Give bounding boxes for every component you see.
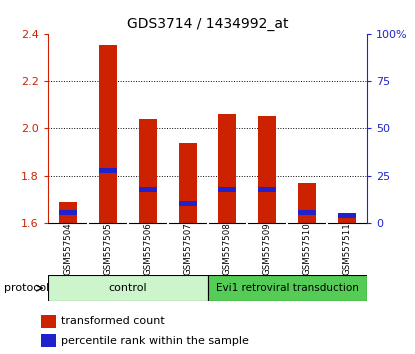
Bar <box>99 168 117 173</box>
Text: Evi1 retroviral transduction: Evi1 retroviral transduction <box>216 283 359 293</box>
Text: percentile rank within the sample: percentile rank within the sample <box>61 336 249 346</box>
Text: protocol: protocol <box>4 283 49 293</box>
Bar <box>338 213 356 218</box>
Title: GDS3714 / 1434992_at: GDS3714 / 1434992_at <box>127 17 288 31</box>
Bar <box>139 187 156 192</box>
Bar <box>218 114 237 223</box>
Text: GSM557506: GSM557506 <box>143 222 152 275</box>
Bar <box>41 315 56 328</box>
Bar <box>218 187 237 192</box>
Bar <box>338 216 356 223</box>
Bar <box>178 143 197 223</box>
Text: GSM557505: GSM557505 <box>103 222 112 275</box>
Bar <box>99 45 117 223</box>
Bar <box>298 210 316 215</box>
Text: control: control <box>108 283 147 293</box>
Bar <box>41 334 56 347</box>
Text: GSM557507: GSM557507 <box>183 222 192 275</box>
Text: GSM557509: GSM557509 <box>263 222 272 275</box>
Text: GSM557508: GSM557508 <box>223 222 232 275</box>
Bar <box>259 116 276 223</box>
Bar <box>59 210 77 215</box>
Bar <box>178 201 197 206</box>
Text: transformed count: transformed count <box>61 316 165 326</box>
Bar <box>139 119 156 223</box>
Bar <box>259 187 276 192</box>
Text: GSM557510: GSM557510 <box>303 222 312 275</box>
Bar <box>208 275 367 301</box>
Bar <box>48 275 208 301</box>
Text: GSM557511: GSM557511 <box>343 222 352 275</box>
Bar <box>59 202 77 223</box>
Text: GSM557504: GSM557504 <box>63 222 72 275</box>
Bar <box>298 183 316 223</box>
